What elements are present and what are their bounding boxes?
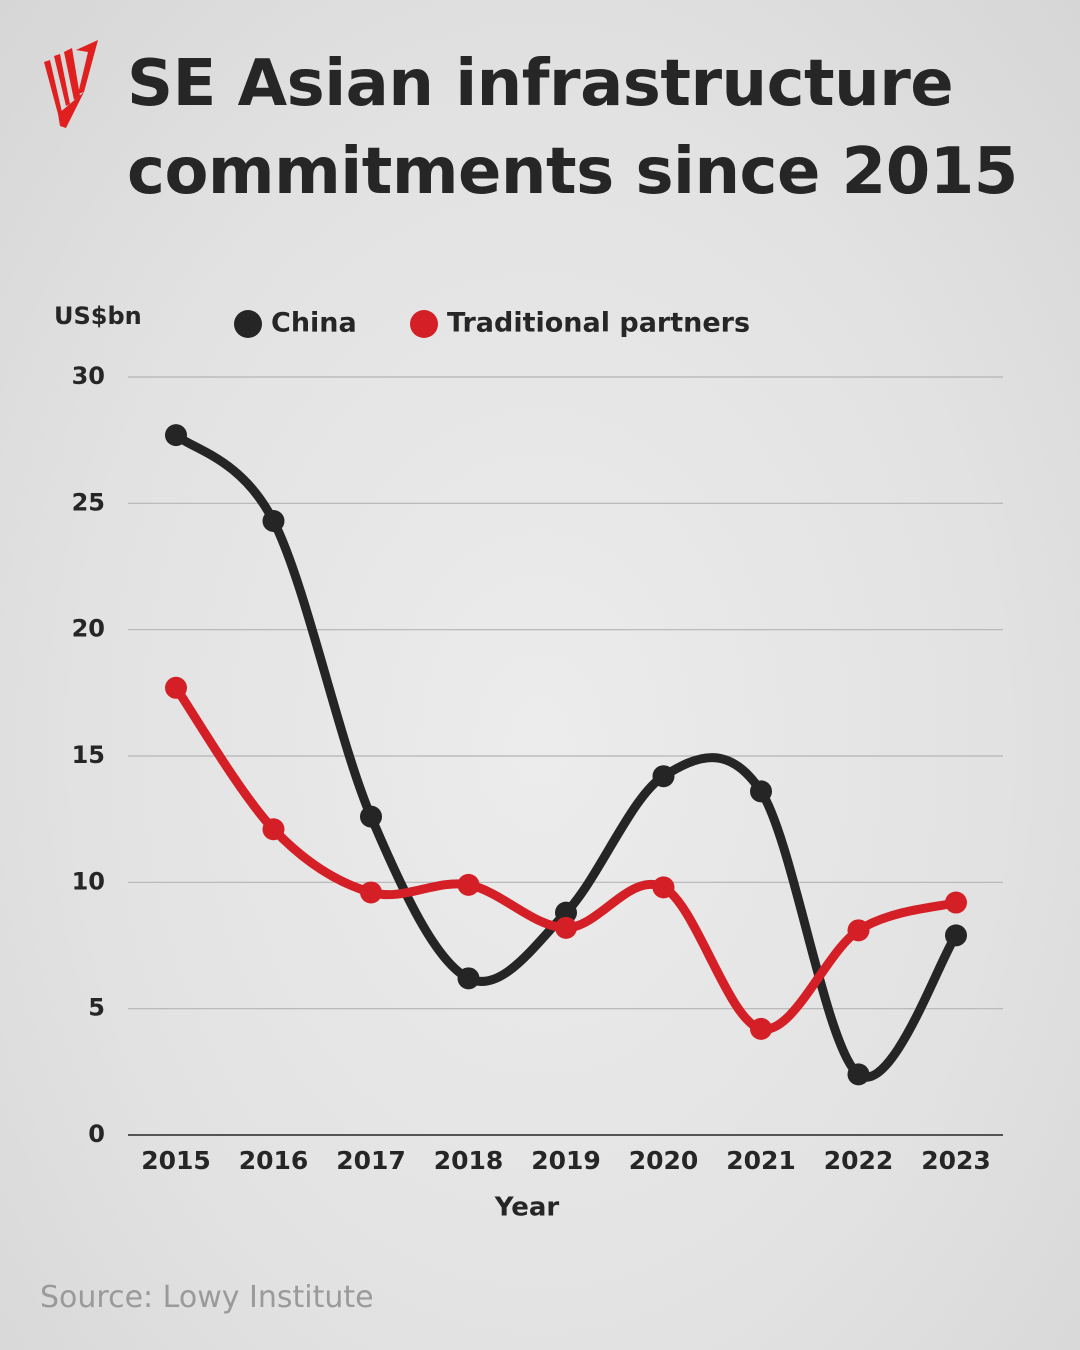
data-point: [555, 901, 577, 924]
x-tick-label: 2020: [629, 1146, 699, 1175]
logo: [44, 40, 98, 128]
data-point: [847, 1063, 870, 1086]
data-point: [165, 424, 187, 447]
chart-title: SE Asian infrastructure commitments sinc…: [127, 47, 1018, 209]
x-tick-label: 2021: [726, 1146, 796, 1175]
data-point: [360, 805, 382, 828]
data-point: [750, 1017, 772, 1040]
y-axis-label: US$bn: [54, 302, 142, 330]
x-axis-label: Year: [494, 1193, 560, 1223]
data-point: [847, 919, 870, 942]
y-tick-label: 5: [88, 994, 105, 1022]
x-tick-label: 2017: [336, 1146, 406, 1175]
data-point: [555, 916, 577, 939]
data-point: [750, 780, 772, 803]
legend-marker: [410, 310, 438, 338]
y-tick-label: 10: [72, 867, 105, 895]
x-tick-label: 2016: [239, 1146, 309, 1175]
x-tick-label: 2022: [824, 1146, 894, 1175]
data-point: [652, 765, 675, 788]
series-line: [171, 683, 961, 1034]
y-tick-label: 20: [72, 615, 105, 643]
data-point: [262, 818, 285, 841]
x-tick-label: 2023: [921, 1146, 991, 1175]
x-tick-label: 2015: [141, 1146, 211, 1175]
source-note: Source: Lowy Institute: [40, 1280, 374, 1315]
y-tick-label: 25: [72, 488, 105, 516]
x-tick-label: 2018: [434, 1146, 504, 1175]
data-point: [457, 967, 480, 990]
data-point: [262, 510, 285, 533]
legend-label: China: [271, 308, 357, 339]
data-point: [945, 891, 967, 914]
data-point: [360, 881, 382, 904]
data-point: [165, 676, 187, 699]
data-point: [457, 873, 480, 896]
y-tick-label: 30: [72, 362, 105, 390]
data-point: [652, 876, 675, 899]
x-tick-label: 2019: [531, 1146, 601, 1175]
y-tick-label: 15: [72, 741, 105, 769]
data-point: [945, 924, 967, 947]
legend-marker: [234, 310, 262, 338]
legend-label: Traditional partners: [447, 308, 750, 339]
y-tick-label: 0: [88, 1120, 105, 1148]
